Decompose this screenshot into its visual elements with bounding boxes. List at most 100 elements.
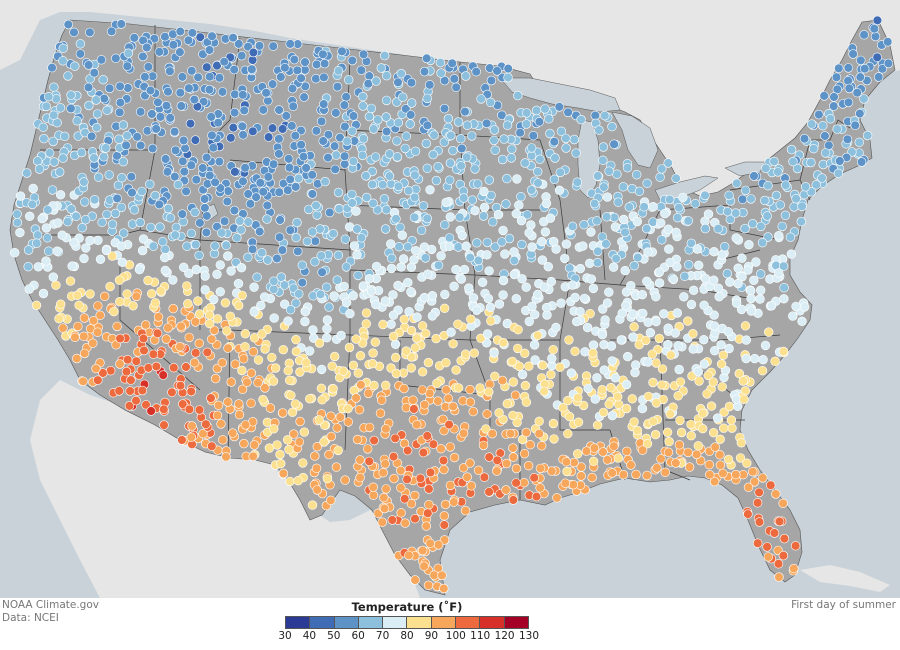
station-marker xyxy=(438,414,448,424)
station-marker xyxy=(352,434,363,445)
station-marker xyxy=(482,118,492,129)
station-marker xyxy=(183,35,194,45)
station-marker xyxy=(367,179,378,190)
station-marker xyxy=(400,494,410,504)
station-marker xyxy=(184,268,194,278)
station-marker xyxy=(378,180,388,190)
station-marker xyxy=(510,390,521,400)
station-marker xyxy=(451,82,461,93)
station-marker xyxy=(154,199,165,210)
station-marker xyxy=(601,212,612,222)
station-marker xyxy=(820,131,830,141)
station-marker xyxy=(497,154,508,165)
station-marker xyxy=(639,202,649,212)
station-marker xyxy=(511,294,521,304)
station-marker xyxy=(283,185,293,195)
station-marker xyxy=(604,399,614,409)
station-marker xyxy=(699,359,709,369)
station-marker xyxy=(307,170,317,180)
station-marker xyxy=(312,59,322,70)
station-marker xyxy=(162,167,173,177)
station-marker xyxy=(613,197,623,207)
station-marker xyxy=(186,386,196,397)
map-area xyxy=(0,0,900,598)
station-marker xyxy=(563,107,573,118)
legend-swatch xyxy=(383,617,408,628)
station-marker xyxy=(262,214,272,224)
station-marker xyxy=(274,149,284,159)
station-marker xyxy=(650,429,661,440)
station-marker xyxy=(607,468,617,478)
station-marker xyxy=(285,375,295,385)
station-marker xyxy=(521,108,532,118)
station-marker xyxy=(604,166,614,176)
station-marker xyxy=(384,171,395,181)
station-marker xyxy=(198,49,208,59)
station-marker xyxy=(388,310,399,320)
station-marker xyxy=(545,128,555,139)
station-marker xyxy=(177,435,187,445)
station-marker xyxy=(228,32,238,43)
station-marker xyxy=(520,380,531,391)
station-marker xyxy=(502,399,512,409)
station-marker xyxy=(15,191,26,201)
station-marker xyxy=(859,63,870,74)
station-marker xyxy=(693,441,703,451)
station-marker xyxy=(763,327,774,337)
station-marker xyxy=(511,478,521,488)
station-marker xyxy=(626,281,636,291)
station-marker xyxy=(131,395,141,406)
station-marker xyxy=(571,148,581,158)
station-marker xyxy=(774,516,785,527)
station-marker xyxy=(859,94,869,104)
station-marker xyxy=(259,292,270,302)
station-marker xyxy=(554,185,565,196)
station-marker xyxy=(844,83,854,94)
station-marker xyxy=(58,153,68,163)
station-marker xyxy=(256,300,266,311)
station-marker xyxy=(24,284,34,294)
station-marker xyxy=(778,550,789,561)
station-marker xyxy=(855,72,865,82)
station-marker xyxy=(758,355,768,365)
station-marker xyxy=(455,212,465,222)
station-marker xyxy=(287,407,298,417)
station-marker xyxy=(177,209,188,219)
station-marker xyxy=(719,407,729,417)
station-marker xyxy=(749,275,759,285)
station-marker xyxy=(419,400,430,410)
station-marker xyxy=(229,205,240,216)
station-marker xyxy=(618,470,629,480)
station-marker xyxy=(412,420,422,430)
station-marker xyxy=(150,298,161,308)
station-marker xyxy=(439,103,450,114)
station-marker xyxy=(670,328,680,338)
station-marker xyxy=(75,39,86,49)
station-marker xyxy=(391,214,401,224)
station-marker xyxy=(643,247,653,257)
station-marker xyxy=(127,187,137,198)
station-marker xyxy=(210,177,220,188)
station-marker xyxy=(642,439,653,449)
station-marker xyxy=(341,92,351,102)
station-marker xyxy=(736,304,747,315)
legend-tick-label: 90 xyxy=(424,630,439,642)
station-marker xyxy=(672,262,682,272)
station-marker xyxy=(126,172,137,182)
station-marker xyxy=(392,152,403,162)
station-marker xyxy=(210,373,221,384)
station-marker xyxy=(584,258,595,268)
station-marker xyxy=(657,164,667,174)
station-marker xyxy=(498,290,508,300)
station-marker xyxy=(724,401,735,412)
station-marker xyxy=(347,198,357,208)
station-marker xyxy=(343,403,353,414)
station-marker xyxy=(122,289,132,299)
station-marker xyxy=(389,473,399,484)
station-marker xyxy=(104,170,114,180)
station-marker xyxy=(15,227,25,238)
station-marker xyxy=(83,60,94,70)
station-marker xyxy=(71,211,81,222)
station-marker xyxy=(462,472,472,482)
station-marker xyxy=(69,237,79,248)
